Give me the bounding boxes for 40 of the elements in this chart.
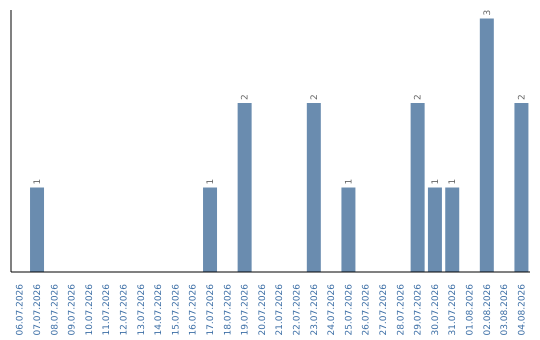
data-label: 1 bbox=[33, 178, 44, 184]
x-tick-label: 30.07.2026 bbox=[430, 284, 441, 336]
x-tick-label: 14.07.2026 bbox=[154, 284, 164, 336]
x-tick-label: 23.07.2026 bbox=[310, 284, 320, 336]
x-tick-label: 21.07.2026 bbox=[275, 284, 286, 336]
x-tick-label: 28.07.2026 bbox=[396, 284, 406, 336]
x-tick-label: 22.07.2026 bbox=[292, 284, 302, 336]
data-label: 2 bbox=[310, 94, 320, 100]
data-label: 2 bbox=[240, 94, 251, 100]
data-label: 1 bbox=[430, 178, 441, 184]
x-tick-label: 15.07.2026 bbox=[171, 284, 182, 336]
x-tick-label: 29.07.2026 bbox=[414, 284, 424, 336]
x-tick-label: 11.07.2026 bbox=[102, 284, 112, 336]
x-tick-label: 17.07.2026 bbox=[206, 284, 216, 336]
x-tick-label: 25.07.2026 bbox=[344, 284, 354, 336]
x-tick-label: 26.07.2026 bbox=[362, 284, 372, 336]
x-tick-label: 19.07.2026 bbox=[240, 284, 251, 336]
data-label: 1 bbox=[448, 178, 458, 184]
x-tick-label: 24.07.2026 bbox=[327, 284, 338, 336]
x-tick-label: 08.07.2026 bbox=[50, 284, 60, 336]
x-tick-label: 16.07.2026 bbox=[188, 284, 199, 336]
x-tick-label: 18.07.2026 bbox=[223, 284, 234, 336]
data-label: 2 bbox=[517, 94, 528, 100]
x-tick-label: 31.07.2026 bbox=[448, 284, 458, 336]
x-tick-label: 12.07.2026 bbox=[119, 284, 130, 336]
data-label: 3 bbox=[482, 10, 493, 16]
data-label: 1 bbox=[206, 178, 216, 184]
data-label: 2 bbox=[414, 94, 424, 100]
x-tick-label: 01.08.2026 bbox=[465, 284, 476, 336]
x-tick-label: 09.07.2026 bbox=[68, 284, 78, 336]
x-tick-label: 04.08.2026 bbox=[517, 284, 528, 336]
x-tick-label: 20.07.2026 bbox=[258, 284, 268, 336]
x-tick-label: 02.08.2026 bbox=[482, 284, 493, 336]
x-tick-label: 07.07.2026 bbox=[32, 284, 43, 336]
x-tick-label: 27.07.2026 bbox=[378, 284, 389, 336]
x-tick-label: 06.07.2026 bbox=[16, 284, 26, 336]
x-tick-label: 13.07.2026 bbox=[136, 284, 147, 336]
x-tick-label: 03.08.2026 bbox=[500, 284, 510, 336]
x-tick-label: 10.07.2026 bbox=[84, 284, 95, 336]
data-label: 1 bbox=[344, 178, 354, 184]
